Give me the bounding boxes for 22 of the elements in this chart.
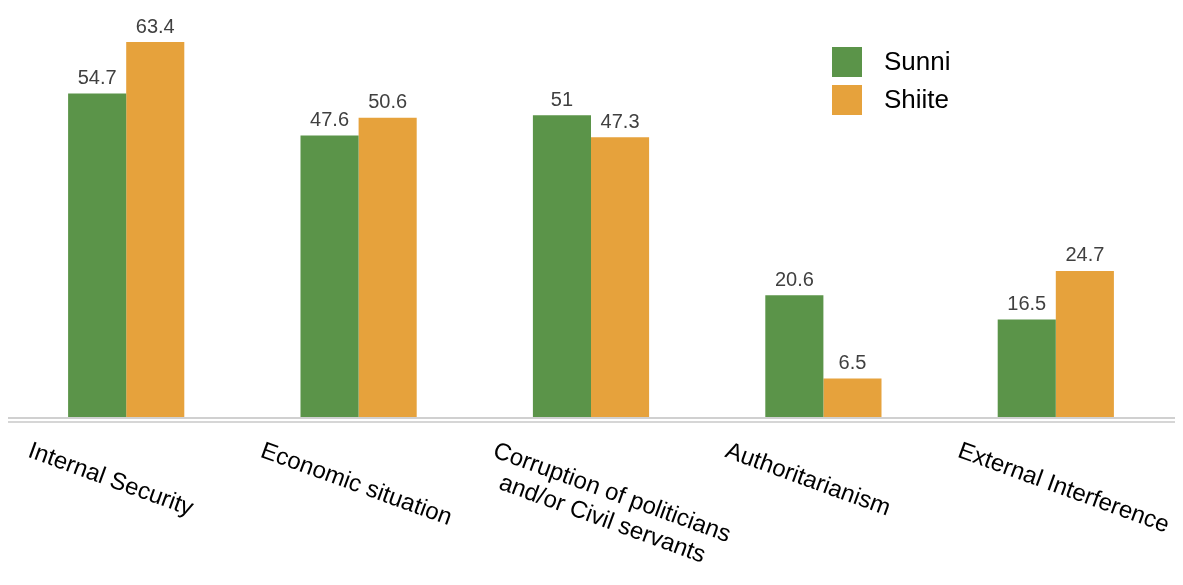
- bar: [997, 319, 1056, 417]
- bar: [68, 93, 127, 417]
- bar: [532, 115, 591, 417]
- data-label: 54.7: [77, 65, 117, 88]
- bar: [126, 42, 185, 417]
- legend-label: Sunni: [884, 46, 951, 77]
- data-label: 24.7: [1065, 243, 1105, 266]
- data-label: 47.3: [600, 109, 640, 132]
- bar: [358, 117, 417, 417]
- data-label: 20.6: [774, 267, 814, 290]
- data-label: 63.4: [135, 14, 175, 37]
- bar: [300, 135, 359, 417]
- data-label: 47.6: [310, 107, 350, 130]
- bar: [591, 137, 650, 417]
- legend-label: Shiite: [884, 84, 950, 115]
- bar: [1055, 270, 1114, 417]
- data-label: 50.6: [368, 90, 408, 113]
- data-label: 16.5: [1007, 291, 1047, 314]
- bar: [765, 295, 824, 417]
- data-label: 6.5: [838, 351, 867, 374]
- data-label: 51: [550, 87, 574, 110]
- bar: [823, 378, 882, 417]
